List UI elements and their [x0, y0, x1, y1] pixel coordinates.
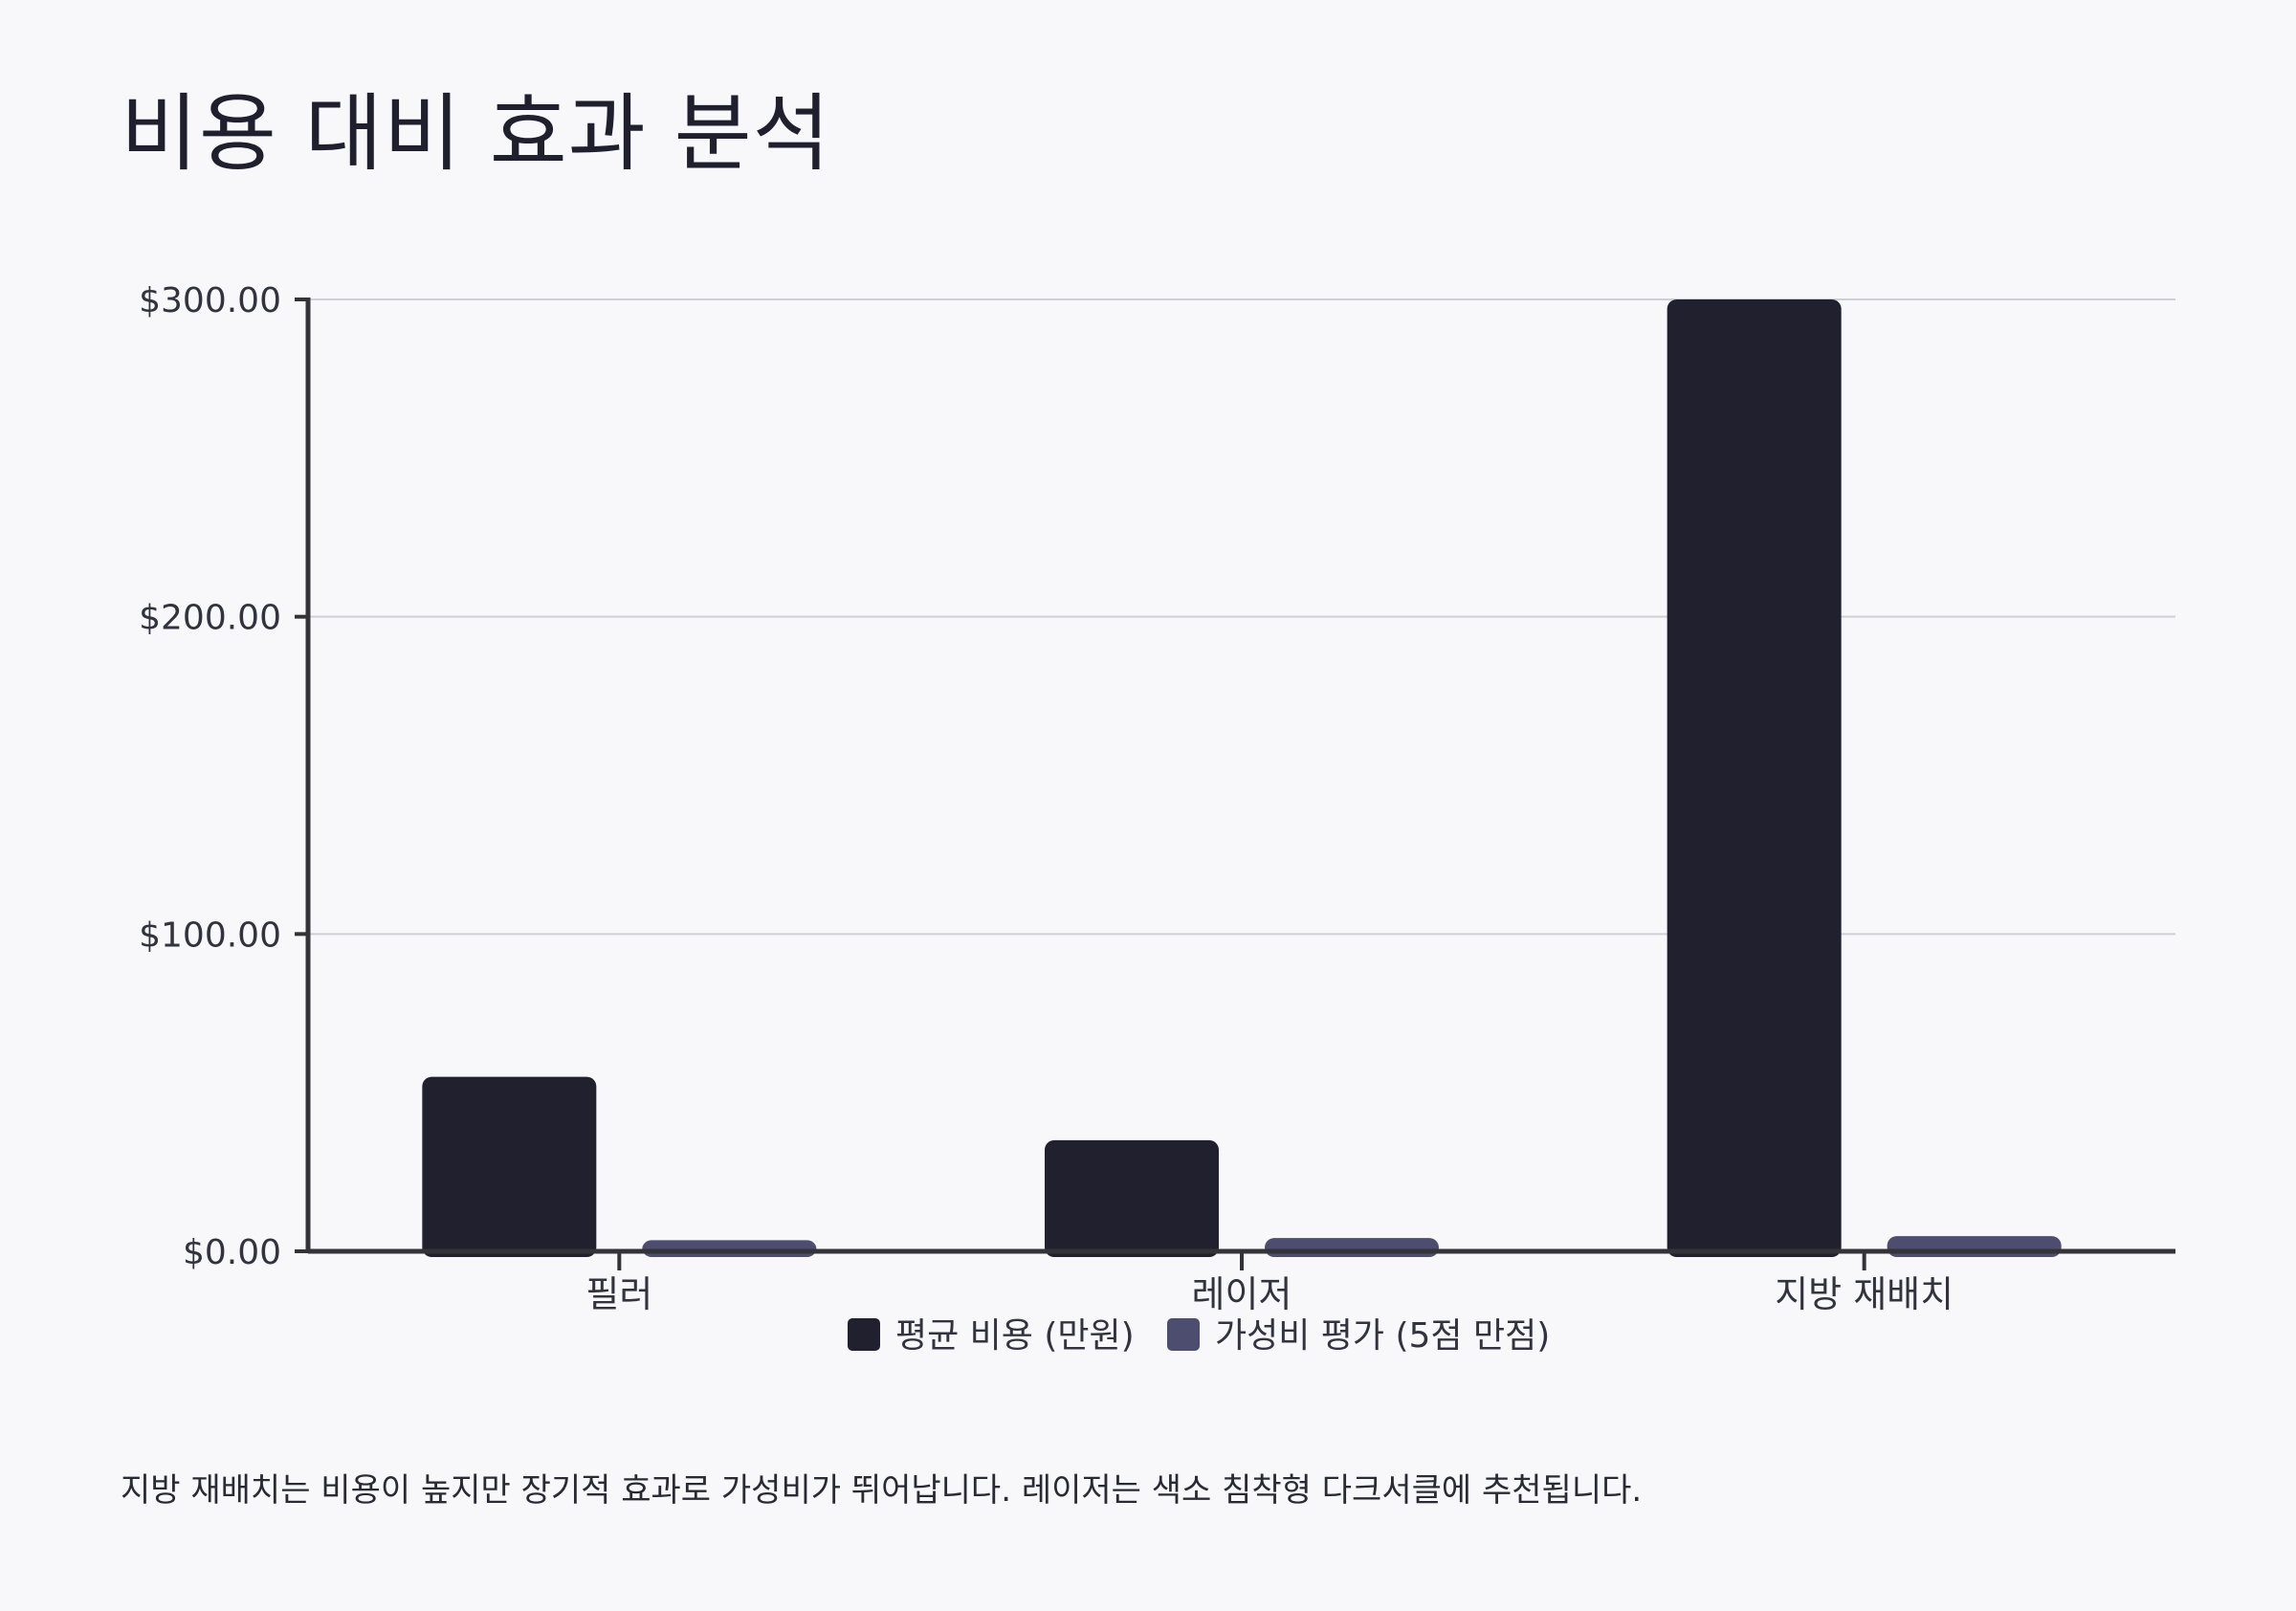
bar-cost [1667, 299, 1842, 1257]
y-tick-label: $200.00 [139, 599, 281, 638]
bar-value [1887, 1236, 2062, 1257]
y-tick-label: $0.00 [183, 1233, 281, 1272]
legend-swatch [1167, 1318, 1200, 1351]
y-tick-label: $100.00 [139, 916, 281, 955]
x-tick-label: 지방 재배치 [1775, 1273, 1954, 1315]
bar-value [1265, 1238, 1439, 1257]
bar-cost [422, 1076, 597, 1257]
y-tick-label: $300.00 [139, 281, 281, 320]
legend-label: 평균 비용 (만원) [895, 1316, 1135, 1356]
chart-title: 비용 대비 효과 분석 [121, 84, 831, 183]
bar-value [642, 1240, 817, 1257]
chart-caption: 지방 재배치는 비용이 높지만 장기적 효과로 가성비가 뛰어납니다. 레이저는… [121, 1471, 1643, 1510]
x-tick-label: 레이저 [1192, 1273, 1292, 1315]
x-tick-label: 필러 [585, 1273, 652, 1315]
legend-swatch [848, 1318, 880, 1351]
bar-cost [1045, 1139, 1219, 1257]
legend-label: 가성비 평가 (5점 만점) [1215, 1316, 1550, 1356]
